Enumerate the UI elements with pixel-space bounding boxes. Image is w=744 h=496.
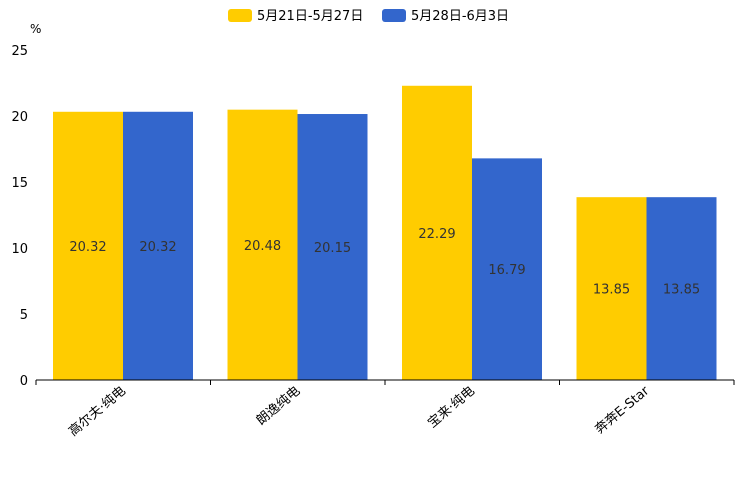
bar-value-label: 22.29 [418, 227, 455, 242]
bar [123, 111, 193, 380]
y-axis-unit-label: % [30, 22, 41, 36]
y-tick-label: 0 [20, 374, 28, 389]
bar-value-label: 20.48 [244, 239, 281, 254]
bars: 20.32 20.32 20.48 20.15 22.29 16.79 13.85 13.85 [53, 85, 717, 381]
legend-label: 5月21日-5月27日 [257, 9, 363, 24]
bar-value-label: 20.15 [314, 241, 351, 256]
x-tick-label: 高尔夫·纯电 [66, 383, 129, 440]
bar [297, 114, 368, 381]
bar-value-label: 13.85 [663, 283, 700, 298]
legend: 5月21日-5月27日 5月28日-6月3日 [228, 9, 509, 24]
bar [472, 158, 542, 380]
y-axis-ticks: 0 5 10 15 20 25 [11, 44, 28, 389]
bar-value-label: 20.32 [69, 240, 106, 255]
legend-swatch [228, 9, 252, 22]
y-tick-label: 20 [11, 110, 28, 125]
bar [576, 197, 647, 380]
bar-value-label: 13.85 [593, 283, 630, 298]
y-tick-label: 15 [11, 176, 28, 191]
legend-label: 5月28日-6月3日 [411, 9, 509, 24]
bar-value-label: 16.79 [488, 263, 525, 278]
y-tick-label: 25 [11, 44, 28, 59]
x-tick-label: 朗逸纯电 [254, 384, 303, 429]
bar [646, 197, 717, 380]
x-tick-label: 奔奔E-Star [592, 383, 652, 437]
y-tick-label: 5 [20, 308, 28, 323]
x-tick-label: 宝来·纯电 [425, 384, 478, 432]
bar [402, 85, 472, 380]
y-tick-label: 10 [11, 242, 28, 257]
legend-swatch [382, 9, 406, 22]
bar-value-label: 20.32 [139, 240, 176, 255]
bar [53, 111, 123, 380]
bar [227, 109, 298, 380]
x-axis: 高尔夫·纯电 朗逸纯电 宝来·纯电 奔奔E-Star [35, 379, 735, 440]
